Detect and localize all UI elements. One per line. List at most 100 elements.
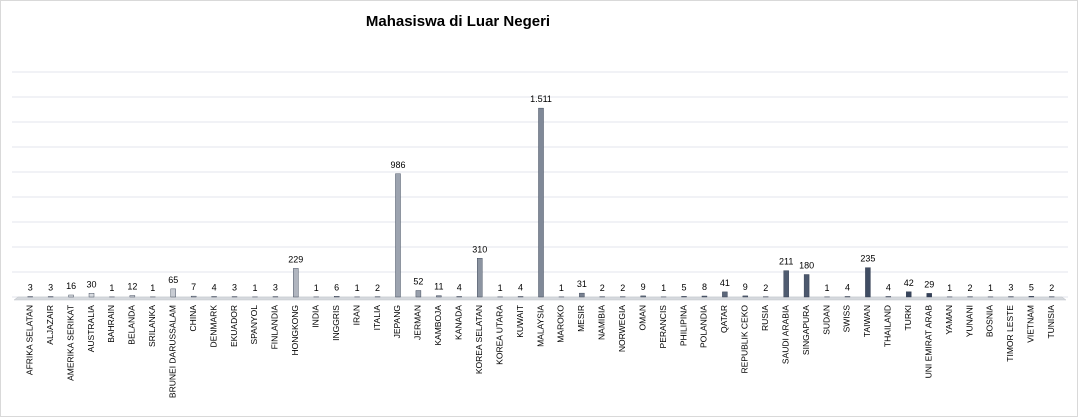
value-label: 1 xyxy=(498,283,503,293)
value-label: 9 xyxy=(743,282,748,292)
value-label: 1 xyxy=(150,283,155,293)
value-label: 229 xyxy=(288,254,303,264)
x-tick-label: SAUDI ARABIA xyxy=(780,305,790,364)
value-label: 1 xyxy=(988,283,993,293)
x-tick-label: KOREA UTARA xyxy=(494,305,504,365)
value-label: 3 xyxy=(273,283,278,293)
bar xyxy=(681,296,687,298)
value-label: 42 xyxy=(904,278,914,288)
value-label: 3 xyxy=(1008,283,1013,293)
bar xyxy=(477,258,483,298)
x-tick-label: REPUBLIK CEKO xyxy=(740,305,750,374)
value-label: 16 xyxy=(66,281,76,291)
bar xyxy=(88,293,95,298)
value-label: 3 xyxy=(28,283,33,293)
bar xyxy=(456,296,462,298)
x-tick-label: ALJAZAIR xyxy=(45,305,55,345)
value-label: 3 xyxy=(48,283,53,293)
value-label: 31 xyxy=(577,279,587,289)
chart-title: Mahasiswa di Luar Negeri xyxy=(366,13,550,30)
x-tick-label: KUWAIT xyxy=(515,305,525,338)
x-tick-label: PHILIPINA xyxy=(678,305,688,346)
value-label: 2 xyxy=(1049,283,1054,293)
x-tick-label: JERMAN xyxy=(413,305,423,340)
x-tick-label: EKUADOR xyxy=(229,305,239,347)
bar xyxy=(190,295,197,298)
value-label: 211 xyxy=(779,257,793,267)
value-label: 30 xyxy=(87,279,97,289)
x-tick-label: ITALIA xyxy=(372,305,382,331)
value-label: 1 xyxy=(355,283,360,293)
x-tick-label: MESIR xyxy=(576,305,586,332)
x-tick-label: YUNANI xyxy=(964,305,974,337)
x-tick-label: BOSNIA xyxy=(985,305,995,337)
x-tick-label: INGGRIS xyxy=(331,305,341,341)
value-label: 29 xyxy=(924,279,934,289)
bar xyxy=(885,296,892,298)
value-label: 2 xyxy=(375,283,380,293)
value-label: 2 xyxy=(763,283,768,293)
value-label: 3 xyxy=(232,283,237,293)
value-label: 986 xyxy=(390,160,405,170)
bar xyxy=(783,270,789,298)
bar xyxy=(906,291,912,298)
value-label: 1 xyxy=(661,283,666,293)
bar xyxy=(742,295,749,298)
x-tick-label: FINLANDIA xyxy=(270,305,280,350)
x-tick-label: AMERIKA SERIKAT xyxy=(65,305,75,381)
x-tick-label: TAIWAN xyxy=(862,305,872,337)
x-tick-label: NORWEGIA xyxy=(617,305,627,352)
value-label: 1 xyxy=(109,283,114,293)
value-label: 5 xyxy=(1029,282,1034,292)
x-tick-label: TURKI xyxy=(903,305,913,331)
bar xyxy=(803,274,810,298)
x-tick-label: DENMARK xyxy=(208,305,218,348)
value-label: 65 xyxy=(168,275,178,285)
floor xyxy=(13,296,1067,301)
value-label: 2 xyxy=(600,283,605,293)
value-label: 4 xyxy=(518,283,523,293)
value-label: 11 xyxy=(434,282,443,292)
x-tick-label: IRAN xyxy=(351,305,361,325)
x-tick-label: HONGKONG xyxy=(290,305,300,356)
bar xyxy=(538,107,544,298)
value-label: 52 xyxy=(413,277,423,287)
value-label: 180 xyxy=(799,261,814,271)
value-label: 12 xyxy=(127,282,137,292)
x-tick-label: POLANDIA xyxy=(699,305,709,348)
bar xyxy=(701,295,708,298)
value-label: 235 xyxy=(860,254,875,264)
bar xyxy=(436,295,442,298)
value-label: 41 xyxy=(720,278,730,288)
bar xyxy=(844,296,851,298)
x-tick-label: BELANDA xyxy=(127,305,137,345)
value-label: 6 xyxy=(334,282,339,292)
bar xyxy=(415,290,422,298)
value-label: 1 xyxy=(252,283,257,293)
value-label: 8 xyxy=(702,282,707,292)
bar xyxy=(170,288,176,298)
bar xyxy=(293,268,299,298)
x-tick-label: JEPANG xyxy=(392,305,402,338)
bar xyxy=(722,291,728,298)
x-tick-label: INDIA xyxy=(311,305,321,328)
bar xyxy=(68,294,74,298)
x-tick-label: YAMAN xyxy=(944,305,954,335)
value-label: 1 xyxy=(314,283,319,293)
x-tick-label: CHINA xyxy=(188,305,198,332)
x-tick-label: OMAN xyxy=(637,305,647,331)
x-tick-label: AFRIKA SELATAN xyxy=(24,305,34,375)
x-tick-label: RUSIA xyxy=(760,305,770,331)
x-tick-label: SWISS xyxy=(842,305,852,333)
x-tick-label: SRILANKA xyxy=(147,305,157,347)
x-tick-label: SPANYOL xyxy=(249,305,259,345)
value-label: 4 xyxy=(212,283,217,293)
bar xyxy=(1028,296,1035,298)
bar xyxy=(333,296,340,298)
bar xyxy=(395,173,401,298)
x-tick-label: BAHRAIN xyxy=(106,305,116,343)
value-label: 1 xyxy=(559,283,564,293)
bar xyxy=(640,295,646,298)
